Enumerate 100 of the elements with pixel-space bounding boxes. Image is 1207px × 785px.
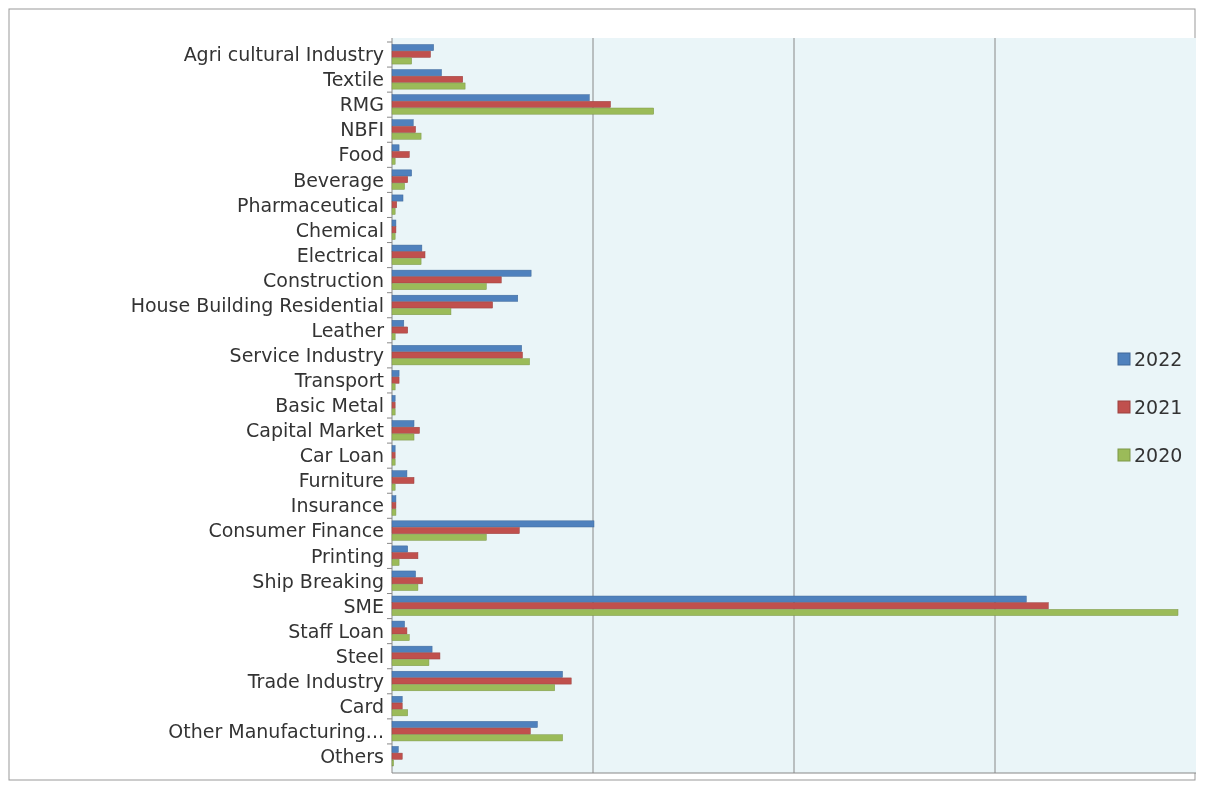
bar	[391, 194, 404, 202]
bar	[391, 157, 396, 165]
y-tick-label: Food	[338, 143, 384, 166]
y-tick-label: Insurance	[290, 494, 384, 517]
bar	[391, 76, 463, 83]
bar	[391, 219, 397, 227]
bar	[391, 82, 466, 90]
bar	[391, 144, 400, 152]
bar	[391, 458, 396, 466]
bar	[391, 520, 595, 528]
bar	[391, 734, 563, 742]
bar	[391, 169, 412, 177]
bar	[391, 627, 408, 635]
y-tick-label: Card	[339, 694, 384, 717]
bar	[391, 345, 522, 352]
bar	[391, 659, 430, 666]
y-tick-label: Car Loan	[299, 444, 384, 467]
bar	[391, 552, 419, 560]
bar	[391, 533, 487, 541]
bar	[391, 545, 408, 553]
bar	[391, 452, 396, 459]
bar	[391, 620, 405, 628]
bar	[391, 645, 433, 653]
bar	[391, 308, 452, 315]
y-tick-label: Agri cultural Industry	[183, 43, 384, 66]
bar	[391, 151, 410, 158]
bar	[391, 358, 530, 366]
bar	[391, 584, 419, 591]
y-tick-label: Transport	[293, 369, 384, 392]
y-tick-label: Construction	[263, 268, 384, 291]
bar	[391, 709, 408, 717]
bar	[391, 570, 416, 578]
bar	[391, 752, 403, 760]
y-tick-label: Service Industry	[229, 344, 384, 367]
bar	[391, 276, 502, 284]
bar	[391, 258, 422, 265]
y-tick-label: Staff Loan	[288, 619, 384, 642]
bar	[391, 69, 442, 77]
bar	[391, 370, 400, 377]
bar	[391, 44, 434, 51]
bar	[391, 176, 408, 183]
bar	[391, 483, 396, 491]
bar	[391, 527, 520, 534]
bar	[391, 634, 410, 641]
bar	[391, 727, 531, 735]
bar	[391, 696, 403, 703]
bar	[391, 677, 572, 685]
bar	[391, 208, 396, 215]
y-tick-label: Other Manufacturing...	[168, 720, 384, 743]
bar	[391, 301, 493, 309]
y-tick-label: Electrical	[296, 243, 384, 266]
bar	[391, 401, 396, 409]
bar	[391, 595, 1027, 603]
legend-label: 2020	[1134, 443, 1183, 466]
y-tick-label: Basic Metal	[275, 394, 384, 417]
bar	[391, 559, 400, 566]
bar	[391, 326, 408, 334]
y-tick-label: Capital Market	[246, 419, 384, 442]
y-tick-label: Leather	[311, 318, 385, 341]
legend-label: 2021	[1134, 395, 1183, 418]
bar	[391, 132, 422, 140]
bar	[391, 420, 415, 427]
bar	[391, 577, 423, 585]
bar	[391, 351, 523, 359]
y-tick-label: Beverage	[293, 168, 384, 191]
y-tick-label: Textile	[322, 68, 384, 91]
y-tick-label: Printing	[310, 544, 384, 567]
bar	[391, 126, 416, 133]
bar	[391, 426, 420, 434]
bar	[391, 495, 397, 503]
bar	[391, 57, 412, 65]
y-tick-label: Pharmaceutical	[236, 193, 384, 216]
y-tick-label: Furniture	[298, 469, 384, 492]
bar	[391, 477, 415, 484]
y-tick-label: NBFI	[340, 118, 384, 141]
bar	[391, 182, 405, 190]
bar	[391, 445, 396, 453]
y-tick-label: RMG	[339, 93, 384, 116]
bar	[391, 119, 414, 127]
bar	[391, 508, 397, 516]
bar	[391, 502, 397, 509]
bar	[391, 470, 408, 478]
y-tick-label: House Building Residential	[130, 293, 384, 316]
bar	[391, 107, 654, 115]
bar	[391, 670, 563, 678]
bar	[391, 320, 405, 327]
y-tick-label: SME	[343, 594, 384, 617]
y-tick-label: Consumer Finance	[208, 519, 384, 542]
y-tick-label: Ship Breaking	[252, 569, 384, 592]
bar	[391, 333, 396, 341]
bar	[391, 383, 396, 391]
y-tick-label: Steel	[335, 644, 384, 667]
bar	[391, 244, 423, 252]
bar	[391, 408, 396, 416]
bar	[391, 746, 399, 753]
bar	[391, 602, 1049, 610]
bar	[391, 702, 403, 710]
bar	[391, 294, 519, 302]
bar	[391, 101, 611, 108]
bar	[391, 233, 396, 240]
